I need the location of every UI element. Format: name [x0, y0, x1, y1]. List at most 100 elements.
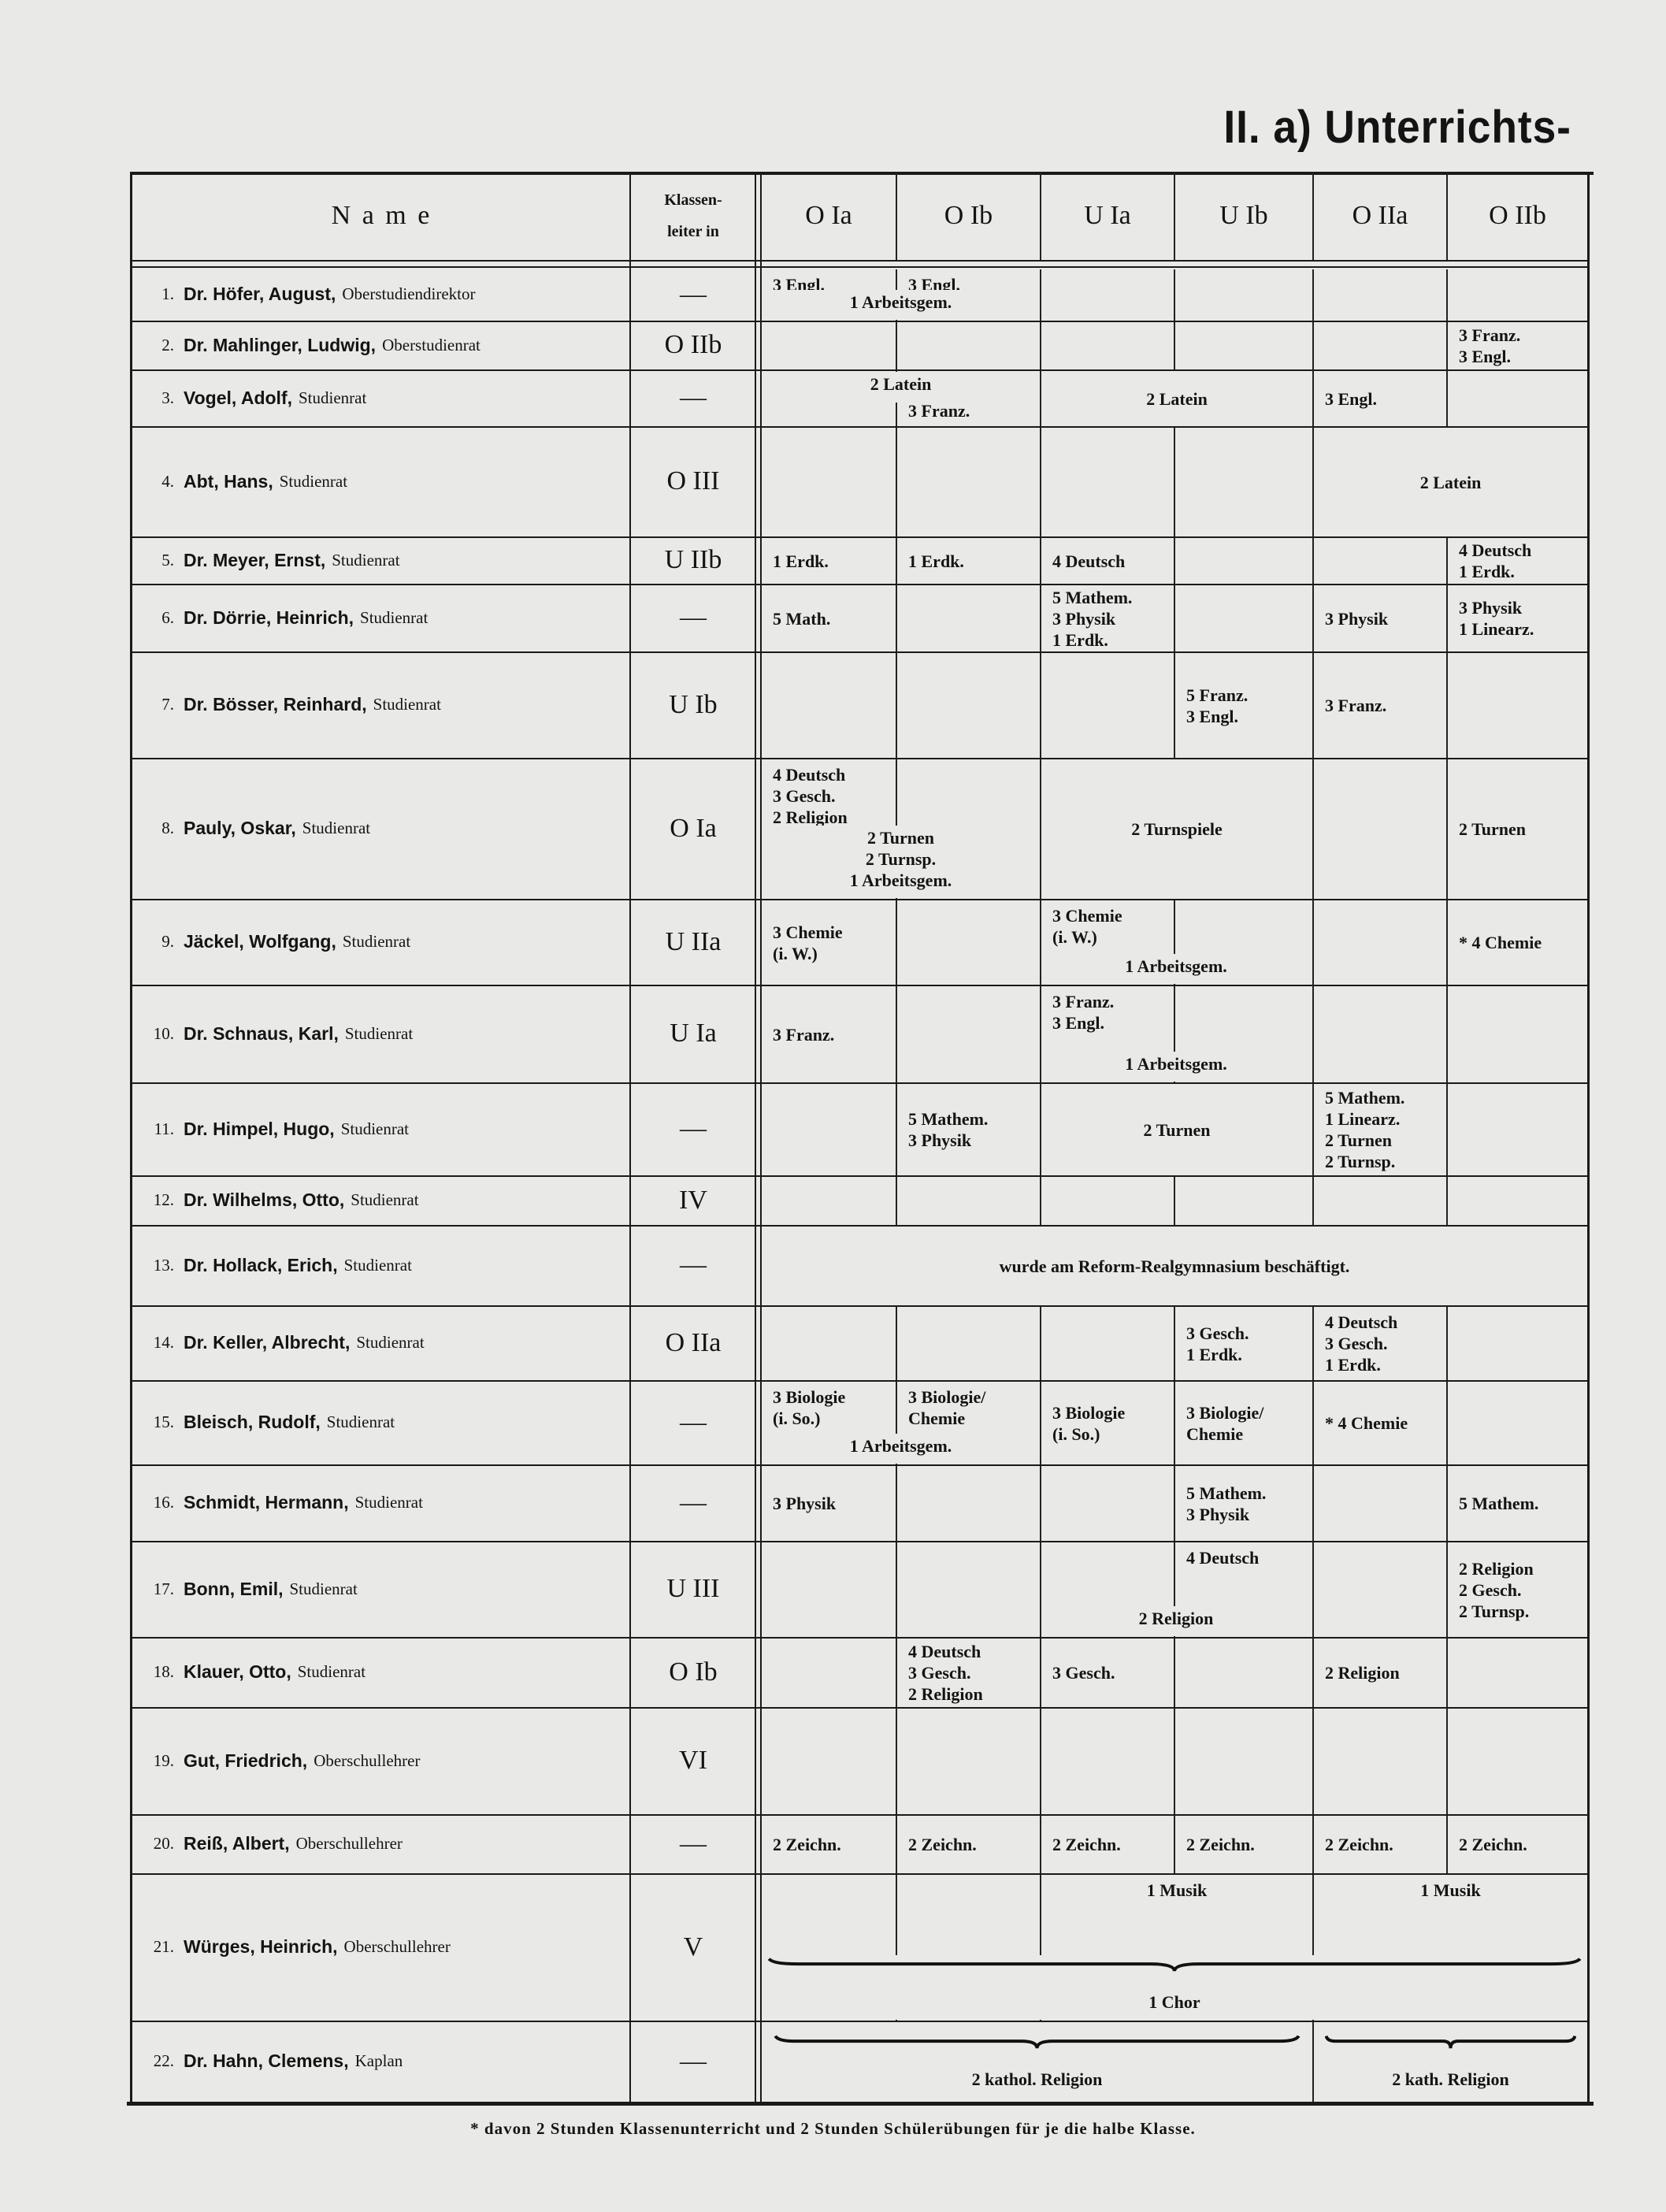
header-class: O IIb	[1446, 172, 1587, 260]
lesson-line: 2 Latein	[870, 374, 932, 394]
lesson-cell: 3 Biologie (i. So.)	[762, 1382, 896, 1464]
lesson-cell: wurde am Reform-Realgymnasium beschäftig…	[762, 1227, 1587, 1305]
row-divider	[130, 1175, 1587, 1177]
row-divider	[130, 1464, 1587, 1466]
row-divider	[130, 651, 1587, 653]
klassenleiter-value: U Ib	[669, 689, 718, 719]
empty-cell	[1446, 1639, 1587, 1707]
lesson-line: 3 Gesch.	[908, 1663, 971, 1683]
teacher-name: Schmidt, Hermann,	[184, 1492, 349, 1512]
teacher-name-cell: 15. Bleisch, Rudolf, Studienrat	[146, 1380, 626, 1464]
empty-cell	[896, 653, 1040, 758]
teacher-name-cell: 17. Bonn, Emil, Studienrat	[146, 1541, 626, 1637]
lesson-line: 2 Gesch.	[1459, 1579, 1522, 1600]
klassenleiter-value: U IIb	[664, 545, 722, 574]
header-class: U Ib	[1174, 172, 1312, 260]
lesson-cell: 3 Physik	[1312, 585, 1446, 651]
lesson-line: 5 Mathem.	[1186, 1483, 1267, 1503]
lesson-line: 2 Zeichn.	[1325, 1835, 1393, 1854]
table-top-border	[130, 172, 1594, 175]
lesson-cell: 4 Deutsch	[1174, 1542, 1312, 1637]
teacher-name: Dr. Wilhelms, Otto,	[184, 1190, 345, 1210]
lesson-line: 3 Franz.	[1052, 992, 1115, 1011]
lesson-line: 5 Mathem.	[1325, 1088, 1405, 1108]
lesson-cell: 2 Zeichn.	[1312, 1816, 1446, 1873]
empty-cell	[1446, 371, 1587, 426]
klassenleiter-value: IV	[679, 1185, 707, 1215]
lesson-line: 1 Arbeitsgem.	[1125, 1054, 1227, 1074]
row-number: 20.	[153, 1834, 174, 1853]
empty-cell	[896, 428, 1040, 536]
lesson-line: (i. So.)	[1052, 1423, 1100, 1444]
header-klassenleiter: Klassen- leiter in	[630, 172, 756, 260]
teacher-name-cell: 7. Dr. Bösser, Reinhard, Studienrat	[146, 651, 626, 758]
empty-cell	[896, 1542, 1040, 1637]
lesson-cell: 2 Zeichn.	[1174, 1816, 1312, 1873]
lesson-line: 3 Gesch.	[1186, 1323, 1249, 1343]
teacher-name-cell: 22. Dr. Hahn, Clemens, Kaplan	[146, 2021, 626, 2102]
empty-cell	[1312, 322, 1446, 369]
empty-cell	[1040, 1709, 1174, 1814]
row-number: 5.	[161, 550, 174, 570]
klassenleiter-value: —	[680, 603, 707, 632]
lesson-line: 1 Arbeitsgem.	[1125, 956, 1227, 976]
lesson-cell: 2 Zeichn.	[762, 1816, 896, 1873]
lesson-line: 1 Musik	[1420, 1880, 1481, 1900]
lesson-line: 5 Math.	[773, 608, 831, 629]
lesson-cell: 5 Mathem.	[1446, 1466, 1587, 1541]
shared-lesson-entry: 2 Latein	[765, 372, 1037, 403]
lesson-line: 2 Zeichn.	[1052, 1835, 1121, 1854]
row-divider	[130, 1225, 1587, 1227]
lesson-line: 3 Engl.	[1052, 1013, 1105, 1033]
row-number: 14.	[153, 1333, 174, 1352]
teacher-name-cell: 10. Dr. Schnaus, Karl, Studienrat	[146, 985, 626, 1082]
teacher-name: Bonn, Emil,	[184, 1578, 284, 1599]
lesson-cell: 3 Chemie (i. W.)	[1040, 900, 1174, 985]
empty-cell	[896, 1875, 1040, 2021]
lesson-line: 1 Erdk.	[1052, 629, 1108, 650]
klassenleiter-value: —	[680, 279, 707, 309]
lesson-line: * 4 Chemie	[1325, 1413, 1408, 1433]
teacher-title: Studienrat	[289, 1579, 358, 1598]
teacher-title: Oberschullehrer	[314, 1750, 421, 1770]
lesson-line: 2 Religion	[908, 1684, 983, 1704]
teacher-title: Studienrat	[373, 695, 441, 714]
empty-cell	[762, 1084, 896, 1175]
klassenleiter-divider	[755, 172, 756, 2102]
lesson-line: 3 Biologie	[1052, 1402, 1126, 1423]
lesson-line: 4 Deutsch	[1459, 540, 1532, 560]
empty-cell	[1312, 900, 1446, 985]
shared-lesson-entry: 1 Arbeitsgem.	[1043, 1052, 1309, 1082]
empty-cell	[1312, 269, 1446, 321]
klassenleiter-value: VI	[679, 1746, 707, 1775]
row-divider	[130, 1380, 1587, 1382]
empty-cell	[1446, 1307, 1587, 1380]
lesson-line: 5 Mathem.	[1052, 587, 1133, 607]
lesson-line: 1 Erdk.	[773, 551, 829, 571]
row-divider	[130, 1814, 1587, 1816]
lesson-line: 3 Franz.	[908, 401, 970, 421]
lesson-line: wurde am Reform-Realgymnasium beschäftig…	[999, 1256, 1350, 1276]
lesson-line: 3 Engl.	[1325, 388, 1378, 409]
lesson-cell: 3 Franz. 3 Engl.	[1446, 322, 1587, 369]
header-klassenleiter-line2: leiter in	[667, 223, 719, 240]
row-number: 11.	[154, 1119, 174, 1138]
empty-cell	[762, 1639, 896, 1707]
lesson-line: 2 Turnen	[1459, 819, 1526, 839]
teacher-title: Studienrat	[297, 1662, 366, 1681]
lesson-line: 1 Chor	[1148, 1992, 1200, 2012]
row-number: 4.	[161, 471, 174, 491]
row-number: 10.	[153, 1023, 174, 1043]
table-bottom-border	[127, 2102, 1594, 2106]
lesson-line: 1 Erdk.	[1459, 562, 1515, 581]
lesson-line: 3 Gesch.	[1052, 1663, 1115, 1683]
header-class: O Ib	[896, 172, 1040, 260]
lesson-line: 3 Biologie/	[1186, 1402, 1264, 1423]
lesson-cell: 4 Deutsch 3 Gesch. 2 Religion	[762, 759, 896, 899]
empty-cell	[1446, 269, 1587, 321]
teacher-name-cell: 5. Dr. Meyer, Ernst, Studienrat	[146, 536, 626, 584]
lesson-cell: 5 Mathem. 3 Physik 1 Erdk.	[1040, 585, 1174, 651]
brace-icon	[773, 2034, 1301, 2054]
lesson-cell: 3 Gesch.	[1040, 1639, 1174, 1707]
lesson-line: (i. W.)	[1052, 927, 1097, 947]
